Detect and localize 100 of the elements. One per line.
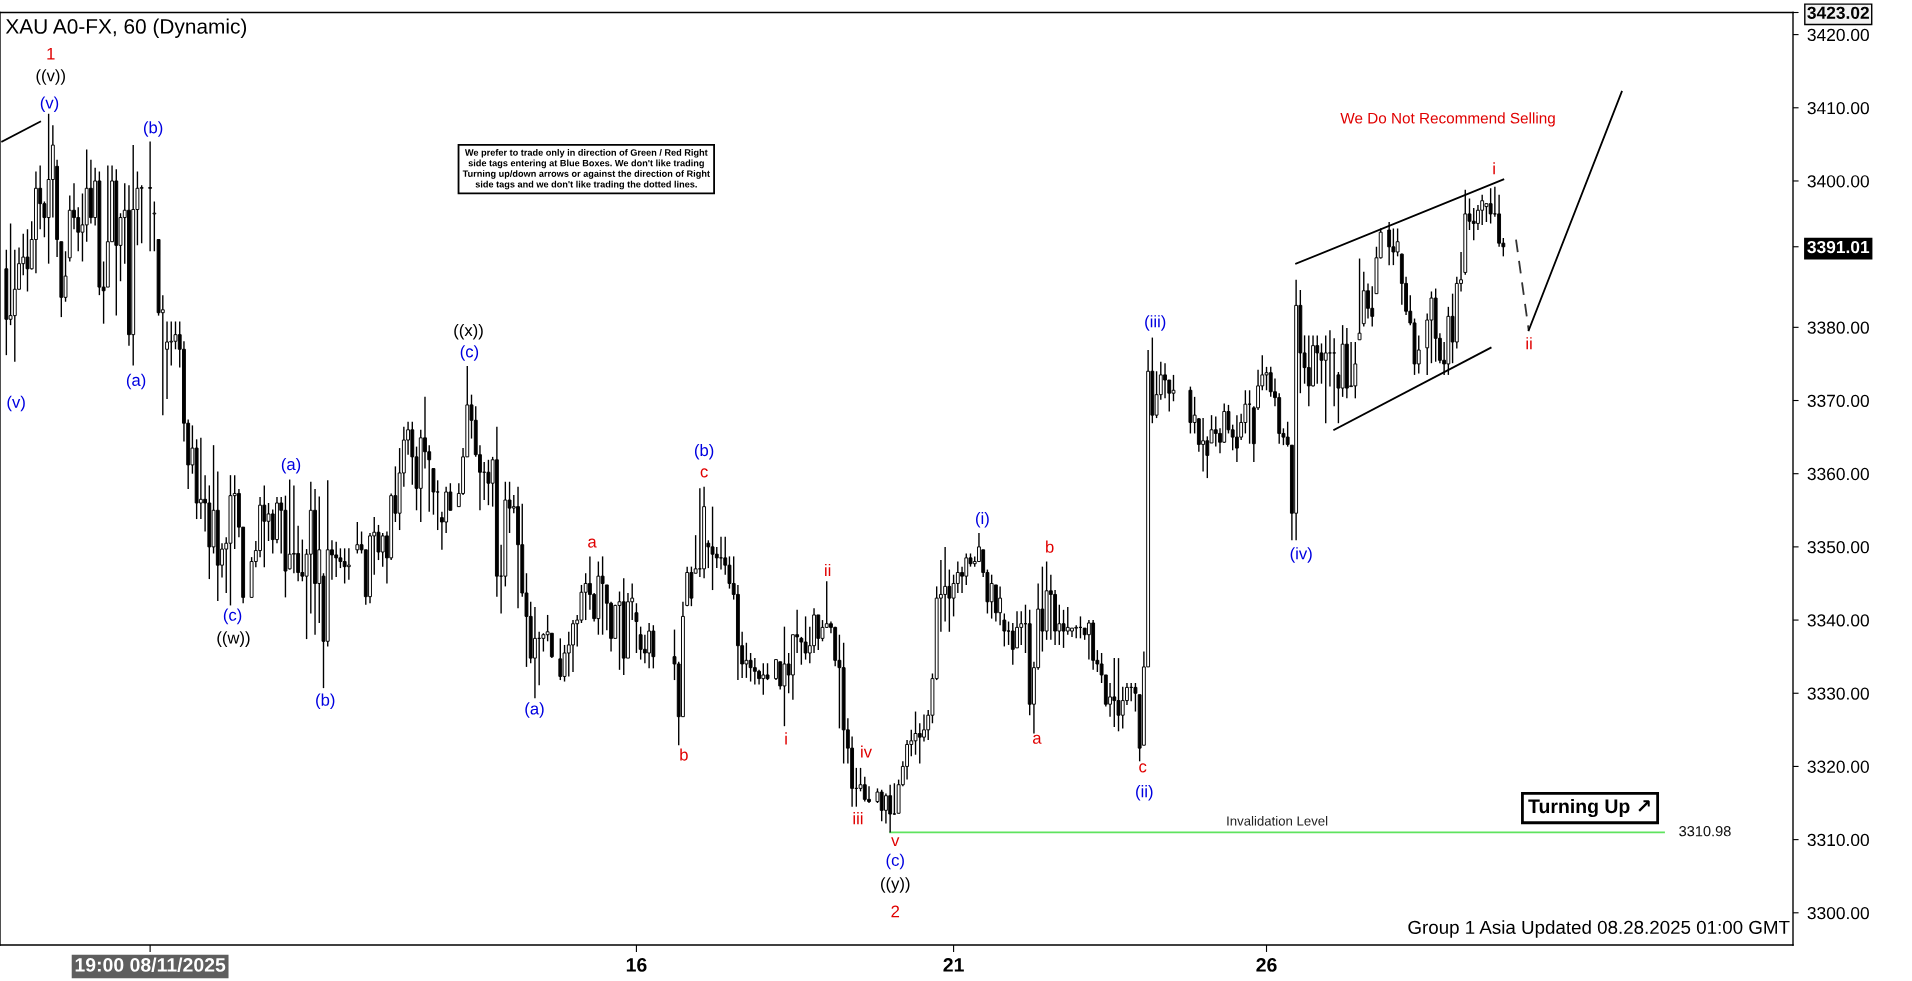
candlestick — [232, 474, 237, 550]
candlestick — [1010, 622, 1015, 666]
annotation: a — [1032, 734, 1042, 744]
candlestick — [1484, 202, 1489, 223]
candlestick — [1171, 374, 1176, 402]
candlestick — [1488, 187, 1493, 225]
candlestick — [1306, 334, 1311, 408]
annotation: We prefer to trade only in direction of Green / Red Right side tags entering at Blue Boxes. We don't like trading Turning up/down arrows or against the direction of Right side tags and we don't like trading the dotted lines. — [462, 149, 710, 190]
annotation: ((w)) — [217, 631, 250, 647]
candlestick — [1120, 685, 1125, 730]
candlestick — [1315, 334, 1320, 385]
candlestick — [1471, 207, 1476, 241]
annotation: iv — [861, 745, 872, 758]
y-tick-label: 3370.00 — [1807, 394, 1869, 407]
annotation: ((y)) — [881, 877, 910, 893]
candlestick — [884, 792, 888, 825]
y-tick-label: 3410.00 — [1807, 101, 1869, 115]
candlestick — [1061, 609, 1066, 649]
candlestick — [346, 547, 351, 581]
annotation: b — [680, 748, 688, 761]
candlestick — [638, 625, 643, 661]
candlestick — [533, 606, 537, 700]
annotation: c — [1139, 763, 1147, 773]
candlestick — [1015, 610, 1019, 649]
x-tick-label: 16 — [626, 958, 647, 972]
annotation: (c) — [886, 853, 904, 870]
candlestick — [169, 320, 174, 367]
candlestick — [922, 713, 926, 743]
candlestick — [1323, 334, 1328, 424]
candlestick — [1395, 227, 1400, 258]
candlestick — [262, 484, 267, 569]
candlestick — [198, 437, 203, 520]
candlestick — [892, 782, 897, 816]
annotation: v — [891, 837, 900, 847]
candlestick — [1019, 610, 1024, 646]
candlestick — [782, 625, 787, 727]
annotation: (c) — [223, 608, 242, 625]
annotation: 2 — [891, 905, 900, 918]
annotation: We Do Not Recommend Selling — [1340, 112, 1555, 127]
annotation: iii — [853, 812, 863, 825]
candlestick — [1201, 417, 1206, 473]
y-tick-label: 3300.00 — [1807, 906, 1869, 920]
y-tick-label: 3423.02 — [1807, 6, 1869, 19]
y-tick-label: 3340.00 — [1807, 614, 1869, 627]
y-tick-label: 3391.01 — [1807, 240, 1870, 254]
annotation: b — [1046, 540, 1054, 553]
candlestick — [1353, 341, 1358, 400]
candlestick — [803, 615, 808, 661]
candlestick — [583, 572, 588, 621]
candlestick — [761, 662, 766, 696]
candlestick — [1112, 657, 1117, 728]
chart-title: XAU A0-FX, 60 (Dynamic) — [5, 18, 247, 38]
candlestick — [816, 614, 821, 651]
annotation: (ii) — [1136, 785, 1153, 801]
annotation: 1 — [47, 47, 55, 60]
candlestick — [355, 521, 360, 555]
annotation: c — [700, 468, 708, 478]
annotation: ii — [825, 563, 831, 577]
y-tick-label: 3360.00 — [1807, 467, 1869, 481]
candlestick — [989, 573, 994, 620]
candlestick — [888, 784, 893, 834]
candlestick — [1163, 362, 1167, 400]
y-tick-label: 3400.00 — [1807, 175, 1869, 188]
candlestick — [1133, 682, 1138, 713]
candlestick — [710, 505, 715, 591]
annotation: (v) — [7, 395, 25, 412]
candlestick — [752, 657, 757, 686]
candlestick — [1366, 282, 1370, 320]
candlestick — [917, 722, 922, 765]
annotation: (iii) — [1145, 315, 1166, 331]
annotation: a — [588, 538, 597, 548]
annotation: ((x)) — [454, 323, 483, 340]
annotation: 3310.98 — [1679, 826, 1731, 837]
candlestick — [744, 642, 749, 679]
candlestick — [600, 555, 605, 636]
annotation: Group 1 Asia Updated 08.28.2025 01:00 GMT — [1408, 920, 1790, 938]
annotation: (b) — [316, 693, 335, 710]
candlestick — [287, 478, 292, 571]
y-tick-label: 3420.00 — [1807, 28, 1869, 42]
candlestick — [1349, 341, 1354, 388]
annotation: i — [785, 732, 787, 745]
annotation: (a) — [281, 457, 301, 474]
annotation: Turning Up ↗ — [1528, 798, 1650, 818]
candlestick — [148, 140, 153, 252]
annotation: ((v)) — [36, 69, 65, 85]
candlestick — [1285, 421, 1290, 448]
candlestick — [334, 541, 339, 578]
candlestick — [139, 184, 144, 244]
candlestick — [642, 634, 647, 664]
annotation: (a) — [525, 702, 544, 718]
candlestick — [1006, 620, 1011, 646]
candlestick — [1234, 414, 1239, 463]
candlestick — [862, 775, 867, 803]
annotation: (c) — [460, 345, 479, 361]
candlestick — [1357, 257, 1362, 341]
candlestick — [1480, 194, 1485, 226]
candlestick — [486, 459, 491, 506]
y-tick-label: 3310.00 — [1807, 833, 1869, 847]
annotation: (b) — [143, 121, 163, 137]
candlestick — [1065, 606, 1070, 636]
